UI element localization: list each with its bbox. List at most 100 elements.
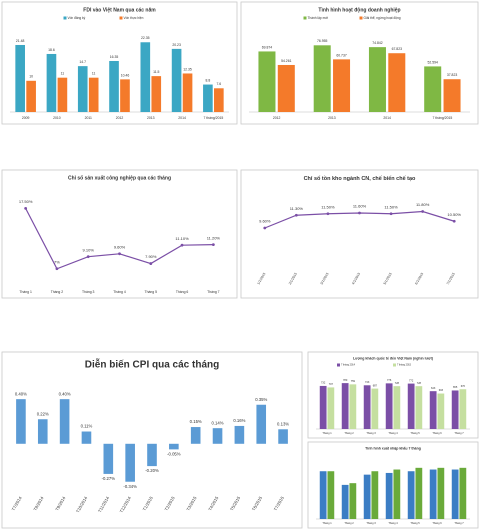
data-label: 14.7 [79,60,86,64]
bar [37,419,48,444]
panel-frame [1,1,238,125]
bar [59,399,70,444]
chart-panel: Tình hình hoạt động doanh nghiệp Thành lậ… [240,1,479,125]
line-point [452,219,456,223]
bar [385,472,393,519]
data-label: 0.22% [37,411,49,416]
bar [388,53,406,112]
x-tick-label: Tháng 2 [344,431,354,435]
bar [385,383,393,429]
x-tick-label: 2013 [147,116,155,120]
data-label: 7% [54,259,60,264]
chart-panel: Tình hình xuất nhập khẩu 7 tháng Tháng 1 T… [307,441,479,529]
bar [437,393,445,429]
data-label: 11.5 [153,70,159,74]
bar [363,385,371,429]
legend-swatch [393,363,396,367]
bar [333,59,351,112]
x-tick-label: 2013 [328,116,336,120]
bar [256,404,267,444]
data-label: 0.14% [212,420,224,425]
x-tick-label: Tháng 6 [432,521,442,525]
x-tick-label: 2014 [383,116,391,120]
data-label: -0.05% [167,451,181,456]
data-label: 17.50% [19,199,33,204]
bar [415,386,423,429]
data-label: -0.20% [145,468,159,473]
data-label: 11.80% [416,202,430,207]
x-tick-label: 2014 [178,116,186,120]
chart-panel: Chỉ số sản xuất công nghiệp qua các thán… [1,169,238,299]
bar [278,429,288,444]
bar [443,79,461,112]
data-label: 10 [29,75,33,79]
data-label: 52.594 [428,60,438,64]
chart-panel: FDI vào Việt Nam qua các năm Vốn đăng ký V… [1,1,238,125]
data-label: 0.40% [15,391,27,396]
bar [88,77,99,112]
bar [451,469,459,519]
x-tick-label: Tháng 5 [145,290,158,294]
data-label: 11.10% [175,236,189,241]
bar [212,428,223,444]
bar [16,399,26,444]
bar [313,45,331,113]
data-label: 69.874 [262,45,272,49]
data-label: 10.46 [121,73,130,77]
bar [151,76,162,112]
line-point [389,212,393,216]
chart-title: Tình hình hoạt động doanh nghiệp [318,7,400,13]
data-label: 0.15% [190,419,202,424]
data-label: 676 [461,384,466,388]
legend-label: Vốn thực hiện [124,16,144,20]
x-tick-label: Tháng 2 [51,290,64,294]
bar [26,80,36,112]
bar [190,427,201,444]
bar [327,387,335,429]
data-label: 37.823 [447,73,457,77]
data-label: 728 [395,381,400,385]
data-label: 759 [351,379,356,383]
data-label: 0.11% [81,424,93,429]
panel-frame [307,441,479,529]
data-label: 21.48 [16,39,25,43]
legend-swatch [337,363,340,367]
data-label: 60.737 [336,53,346,57]
bar [368,47,386,112]
data-label: 11 [92,72,96,76]
x-tick-label: Tháng 3 [366,431,376,435]
bar [393,469,401,519]
x-tick-label: 2/1/2015 [288,272,298,286]
x-tick-label: Tháng 4 [388,521,398,525]
bar [169,443,179,450]
data-label: 11.60% [353,204,367,209]
bar [371,388,379,429]
bar [371,471,379,519]
bar [415,467,423,519]
x-tick-label: 2012 [273,116,281,120]
data-label: -0.34% [123,484,137,489]
chart-title: Chỉ số sản xuất công nghiệp qua các thán… [68,174,171,181]
line-point [86,255,90,259]
bar [203,84,213,112]
line-point [118,252,121,256]
legend-label: 7 tháng 2014 [341,364,356,367]
bar [234,425,245,444]
legend-label: 7 tháng 2015 [397,364,412,367]
legend-label: Thành lập mới [308,16,329,20]
bar [459,389,467,429]
line-point [358,211,361,215]
x-tick-label: Tháng 4 [388,431,398,435]
data-label: 0.35% [255,397,267,402]
data-label: 22.35 [141,36,150,40]
x-tick-label: Tháng 1 [322,521,332,525]
data-label: 772 [409,378,414,382]
data-label: 16.35 [110,55,119,59]
bar [120,79,130,112]
chart-title: Lượng khách quốc tế đến Việt Nam (nghìn … [353,356,433,360]
bar [429,391,437,429]
x-tick-label: 2011 [85,116,92,120]
x-tick-label: Tháng 7 [454,431,464,435]
data-label: 11.30% [290,206,304,211]
x-tick-label: Tháng 7 [454,521,464,525]
